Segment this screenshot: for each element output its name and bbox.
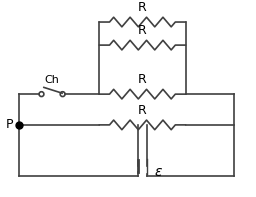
Text: ε: ε xyxy=(155,165,162,179)
Text: R: R xyxy=(138,24,147,37)
Text: R: R xyxy=(138,104,147,117)
Text: P: P xyxy=(6,118,14,131)
Text: Ch: Ch xyxy=(45,74,59,85)
Text: R: R xyxy=(138,1,147,14)
Text: R: R xyxy=(138,73,147,86)
